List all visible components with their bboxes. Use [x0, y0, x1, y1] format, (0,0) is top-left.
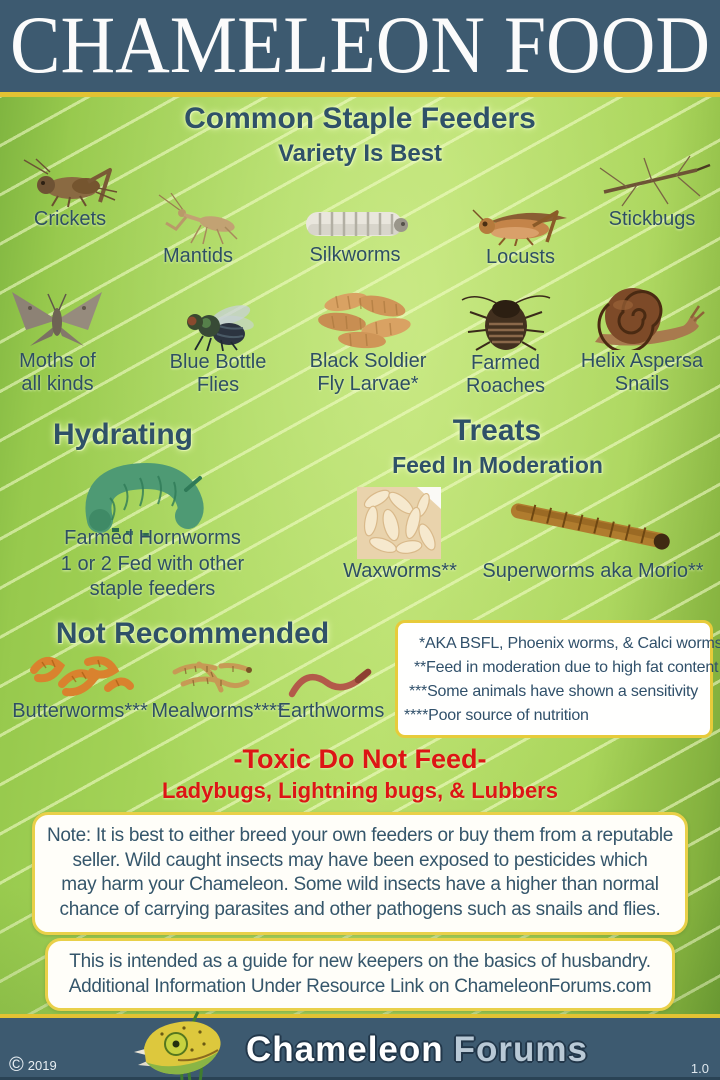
guide-box: This is intended as a guide for new keep… — [45, 938, 675, 1012]
earthworm-icon — [286, 662, 374, 702]
waxworms-label: Waxworms** — [343, 560, 457, 582]
black-soldier-fly-larvae-icon — [308, 286, 428, 350]
footnote-line: ****Poor source of nutrition — [404, 707, 589, 724]
earthworms-label: Earthworms — [277, 700, 385, 722]
staple-item-snails: Helix Aspersa Snails — [572, 284, 712, 396]
not-recommended-title: Not Recommended — [55, 617, 330, 650]
logo-text-forums: Forums — [453, 1029, 588, 1069]
cricket-icon — [20, 158, 120, 208]
silkworm-icon — [300, 198, 410, 244]
staple-label: Crickets — [33, 208, 107, 230]
snail-icon — [577, 284, 707, 354]
superworm-icon — [503, 498, 681, 556]
roach-icon — [456, 290, 556, 352]
copyright-notice: © 2019 — [9, 1055, 57, 1075]
footer-banner: Chameleon Forums © 2019 1.0 — [0, 1011, 720, 1080]
chameleon-icon — [132, 1006, 244, 1080]
treats-subtitle: Feed In Moderation — [392, 452, 603, 478]
footnote-line: ***Some animals have shown a sensitivity — [409, 683, 699, 700]
logo-text-chameleon: Chameleon — [245, 1029, 444, 1069]
moth-icon — [0, 286, 115, 350]
logo-wordmark: Chameleon Forums — [246, 1018, 588, 1067]
hornworm-caption: Farmed Hornworms 1 or 2 Fed with other s… — [60, 527, 245, 601]
note-box: Note: It is best to either breed your ow… — [32, 812, 688, 935]
mantis-icon — [151, 192, 246, 245]
staple-item-locusts: Locusts — [458, 200, 583, 269]
staple-item-stickbugs: Stickbugs — [588, 148, 716, 231]
staples-title: Common Staple Feeders — [184, 102, 536, 135]
staple-item-moths: Moths of all kinds — [0, 286, 115, 396]
blue-bottle-fly-icon — [173, 298, 263, 352]
staple-label: Farmed Roaches — [466, 352, 545, 397]
staple-label: Locusts — [486, 246, 555, 268]
locust-icon — [471, 200, 571, 247]
staple-label: Silkworms — [309, 244, 401, 266]
footnote-line: *AKA BSFL, Phoenix worms, & Calci worms — [419, 635, 720, 652]
butterworms-icon — [22, 650, 137, 702]
chameleon-forums-logo: Chameleon Forums — [0, 1004, 720, 1080]
staple-item-bsf-larvae: Black Soldier Fly Larvae* — [298, 286, 438, 396]
page-title-art: CHAMELEON FOOD — [10, 2, 710, 90]
staples-subtitle: Variety Is Best — [277, 140, 443, 167]
version-label: 1.0 — [690, 1061, 709, 1076]
toxic-title: -Toxic Do Not Feed- — [233, 744, 487, 774]
copyright-symbol: © — [9, 1054, 24, 1076]
staple-item-roaches: Farmed Roaches — [448, 290, 563, 398]
page-title: CHAMELEON FOOD — [10, 2, 710, 90]
staple-item-blue-bottle-flies: Blue Bottle Flies — [148, 298, 288, 397]
mealworms-label: Mealworms**** — [151, 700, 285, 722]
mealworms-icon — [163, 654, 263, 702]
footnote-line: **Feed in moderation due to high fat con… — [414, 659, 719, 676]
header-banner: CHAMELEON FOOD — [0, 0, 720, 97]
staple-label: Moths of all kinds — [19, 350, 96, 395]
staple-item-mantids: Mantids — [138, 192, 258, 268]
staple-label: Helix Aspersa Snails — [580, 350, 704, 395]
superworms-label: Superworms aka Morio** — [482, 560, 704, 582]
staple-item-silkworms: Silkworms — [285, 198, 425, 267]
waxworms-icon — [357, 487, 441, 559]
copyright-year: 2019 — [27, 1057, 57, 1073]
butterworms-label: Butterworms*** — [12, 700, 148, 722]
hornworm-icon — [78, 458, 223, 540]
staple-label: Mantids — [162, 245, 234, 267]
footnotes-box: *AKA BSFL, Phoenix worms, & Calci worms … — [395, 620, 720, 738]
staple-label: Stickbugs — [608, 208, 696, 230]
stickbug-icon — [592, 148, 712, 208]
staple-item-crickets: Crickets — [10, 158, 130, 231]
staple-label: Blue Bottle Flies — [169, 351, 267, 396]
toxic-subtitle: Ladybugs, Lightning bugs, & Lubbers — [162, 778, 558, 803]
staple-label: Black Soldier Fly Larvae* — [309, 350, 427, 395]
hydrating-title: Hydrating — [52, 418, 193, 451]
treats-title: Treats — [452, 414, 542, 447]
